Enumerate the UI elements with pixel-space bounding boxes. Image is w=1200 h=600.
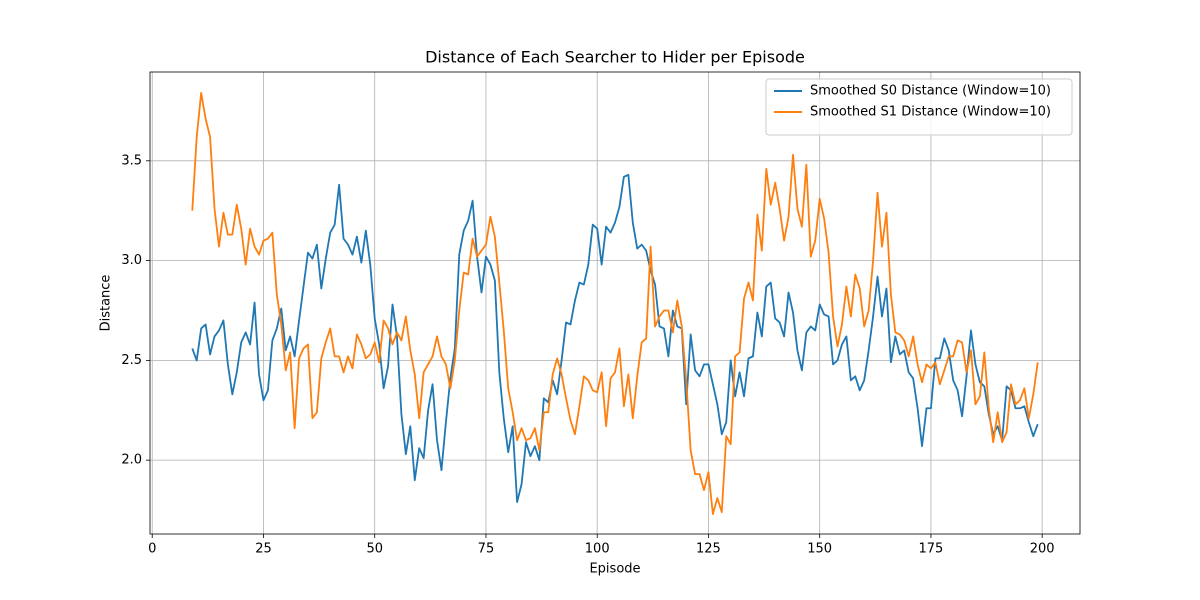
x-tick-label: 200 <box>1030 542 1055 557</box>
y-tick-label: 2.5 <box>121 353 142 368</box>
x-tick-label: 125 <box>696 542 721 557</box>
x-tick-label: 50 <box>366 542 383 557</box>
series-line <box>191 173 1039 503</box>
x-tick-label: 150 <box>807 542 832 557</box>
y-axis-label: Distance <box>99 275 114 332</box>
legend-label: Smoothed S0 Distance (Window=10) <box>810 84 1051 99</box>
x-tick-label: 175 <box>919 542 944 557</box>
y-tick-label: 2.0 <box>121 453 142 468</box>
x-axis-label: Episode <box>589 562 640 577</box>
y-tick-label: 3.0 <box>121 253 142 268</box>
chart-title: Distance of Each Searcher to Hider per E… <box>425 48 805 67</box>
legend-box <box>765 78 1073 136</box>
y-tick-label: 3.5 <box>121 153 142 168</box>
x-tick-label: 100 <box>585 542 610 557</box>
x-tick-label: 75 <box>478 542 495 557</box>
x-tick-label: 0 <box>148 542 156 557</box>
x-tick-label: 25 <box>255 542 272 557</box>
legend-label: Smoothed S1 Distance (Window=10) <box>810 105 1051 120</box>
series-line <box>191 92 1039 515</box>
plot-frame <box>149 71 1081 535</box>
